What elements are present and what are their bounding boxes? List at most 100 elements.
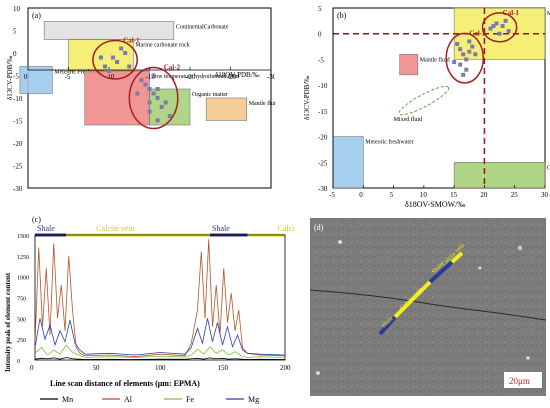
a-point-1-6 <box>147 109 152 114</box>
panel-a-label: (a) <box>32 11 41 20</box>
panel-c-xlabel: Line scan distance of elements (μm: EPMA… <box>50 379 200 388</box>
scan-line-shale-top <box>428 260 454 284</box>
a-xtick-0: 0 <box>24 73 28 81</box>
b-xtick-5: 20 <box>480 191 488 199</box>
b-xtick-1: 0 <box>359 191 363 199</box>
panel-d-image: (d) Shale Calcite vein Calcite vein Shal… <box>310 218 546 396</box>
panel-a-frame <box>27 7 272 189</box>
a-region-label-5: Mantle fluid <box>249 100 275 107</box>
scan-line-calcite-top <box>450 251 464 264</box>
b-point-0-5 <box>503 18 508 23</box>
scan-line-shale-bottom <box>378 315 397 336</box>
a-ytick-5: -15 <box>13 118 23 126</box>
c-ytick-2: 500 <box>17 317 26 323</box>
c-ytick-1: 250 <box>17 338 26 344</box>
a-ellipse-label-1: Cal-2 <box>164 64 181 72</box>
panel-d-label: (d) <box>314 223 324 232</box>
panel-c-ylabel: Intensity peak of element content <box>4 272 12 372</box>
c-series-Mg <box>34 318 286 356</box>
a-point-1-4 <box>159 105 164 109</box>
a-point-1-10 <box>151 73 156 78</box>
b-mixed-fluid-ellipse <box>398 85 450 116</box>
a-region-label-2: Meteoric Freshwater <box>54 70 104 76</box>
b-ytick-6: -25 <box>318 159 328 167</box>
a-point-0-4 <box>127 64 132 69</box>
a-point-1-13 <box>147 100 152 105</box>
c-legend-label-Al: Al <box>124 395 133 404</box>
scale-bar-label: 20μm <box>509 376 530 386</box>
b-xtick-7: 30 <box>541 191 549 199</box>
b-point-1-0 <box>455 42 460 46</box>
c-ytick-6: 1500 <box>17 234 29 240</box>
b-point-0-6 <box>491 24 496 28</box>
b-xtick-4: 15 <box>450 191 458 199</box>
a-region-label-4: Organic matter <box>192 92 228 98</box>
c-series-Fe <box>34 344 286 358</box>
b-point-0-2 <box>500 24 505 28</box>
b-ellipse-label-1: Cal-2 <box>469 29 486 37</box>
b-point-1-7 <box>464 67 469 72</box>
b-ellipse-1 <box>445 32 485 84</box>
panel-a-xlabel: δ18OV-PDB/‰ <box>215 71 260 79</box>
c-bar-label-2: Shale <box>212 224 230 233</box>
b-ellipse-0 <box>481 12 518 43</box>
c-frame <box>34 234 286 361</box>
c-xtick-0: 0 <box>30 364 34 372</box>
a-point-1-3 <box>155 96 160 100</box>
c-xtick-2: 100 <box>155 364 166 372</box>
c-legend-label-Mg: Mg <box>248 395 259 404</box>
a-point-0-5 <box>119 46 124 51</box>
c-ytick-4: 1000 <box>17 276 29 282</box>
c-ytick-3: 750 <box>17 297 26 303</box>
b-ytick-1: 0 <box>318 31 322 39</box>
c-xtick-3: 150 <box>218 364 229 372</box>
c-series-Al <box>34 239 286 358</box>
b-xtick-0: -5 <box>329 191 335 199</box>
a-region-2 <box>19 66 53 94</box>
b-point-0-4 <box>497 31 502 36</box>
a-point-0-2 <box>115 60 120 64</box>
c-legend-label-Mn: Mn <box>62 395 73 404</box>
c-bar-label-1: Calcite vein <box>96 224 134 233</box>
crack-line <box>310 289 546 321</box>
c-bar-label-0: Shale <box>37 224 55 233</box>
a-point-1-7 <box>143 82 148 87</box>
b-point-1-1 <box>458 47 463 52</box>
panel-a-chart: (a) ContinentalCarbonate Marine carbonate… <box>6 5 275 193</box>
b-point-1-9 <box>473 52 478 57</box>
b-region-label-0: Marine carbonate rock <box>547 11 550 17</box>
a-ellipse-0 <box>92 39 138 80</box>
a-ytick-0: 10 <box>13 5 21 13</box>
a-region-label-3: Low temperature hydrothermal fluid <box>152 73 240 80</box>
a-point-1-8 <box>155 87 160 91</box>
panel-a-ylabel: δ13CV-PDB/‰ <box>6 56 14 100</box>
a-point-1-1 <box>147 87 152 91</box>
sem-image: (d) Shale Calcite vein Calcite vein Shal… <box>310 218 546 396</box>
c-ytick-5: 1250 <box>17 255 29 261</box>
a-xtick-6: -30 <box>267 73 275 81</box>
c-bar-label-3: Calcite vein <box>278 224 296 233</box>
b-point-1-6 <box>458 62 463 67</box>
a-region-5 <box>205 97 247 121</box>
a-region-label-0: ContinentalCarbonate <box>176 25 229 31</box>
b-region-label-3: Organic matter <box>547 165 550 171</box>
b-point-1-3 <box>464 57 469 62</box>
scale-bar-box <box>504 372 542 388</box>
c-legend-label-Fe: Fe <box>186 395 194 404</box>
b-point-1-8 <box>452 60 457 64</box>
b-region-1 <box>399 53 419 76</box>
a-point-1-12 <box>155 118 160 123</box>
a-ytick-8: -30 <box>13 185 23 193</box>
b-point-1-2 <box>461 52 466 57</box>
a-ytick-1: 5 <box>13 28 17 36</box>
a-xtick-4: -20 <box>186 73 196 81</box>
b-ytick-3: -10 <box>318 82 328 90</box>
a-ytick-3: -5 <box>13 73 19 81</box>
b-xtick-2: 5 <box>390 191 394 199</box>
b-region-label-2: Meteoric freshwater <box>365 139 413 146</box>
b-xtick-6: 25 <box>511 191 519 199</box>
a-point-1-9 <box>135 91 140 96</box>
panel-c-chart: (c) Shale Calcite vein Shale Calcite vein 0… <box>4 215 296 404</box>
b-xtick-3: 10 <box>420 191 428 199</box>
a-ytick-7: -25 <box>13 163 23 171</box>
